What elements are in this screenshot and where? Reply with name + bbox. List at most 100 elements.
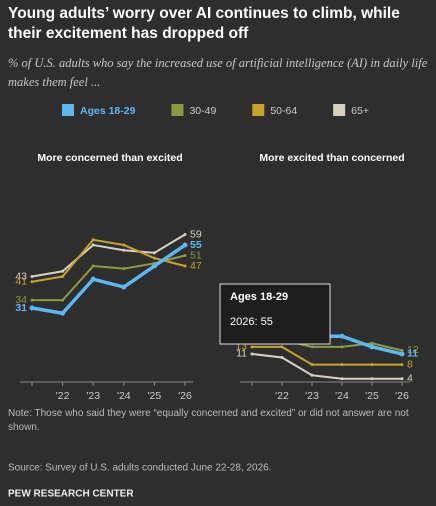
point	[30, 275, 34, 279]
start-label: 13	[235, 341, 247, 353]
point	[121, 284, 127, 290]
panel-title: More excited than concerned	[259, 152, 404, 164]
point	[370, 377, 374, 381]
end-label: 51	[190, 249, 202, 261]
point	[369, 344, 375, 350]
note: Note: Those who said they were “equally …	[8, 408, 409, 433]
text-line: their excitement has dropped off	[8, 25, 249, 42]
text-line: % of U.S. adults who say the increased u…	[8, 56, 428, 70]
point	[399, 351, 405, 357]
x-tick-label: '24	[335, 390, 349, 402]
end-label: 12	[407, 344, 419, 356]
point	[152, 256, 156, 260]
start-label: 34	[15, 294, 27, 306]
point	[310, 345, 314, 349]
point	[30, 298, 34, 302]
tooltip-box	[219, 283, 331, 345]
point	[370, 363, 374, 367]
point	[250, 345, 254, 349]
end-label: 59	[190, 228, 202, 240]
text-line: shown.	[8, 422, 40, 433]
text-line: Young adults’ worry over AI continues to…	[8, 5, 400, 22]
legend-swatch	[62, 104, 74, 116]
point	[340, 345, 344, 349]
legend-item: 30-49	[171, 104, 216, 117]
x-tick-label: '25	[148, 390, 162, 402]
tooltip-title: Ages 18-29	[230, 291, 288, 303]
source: Source: Survey of U.S. adults conducted …	[8, 463, 272, 474]
legend-swatch	[171, 104, 184, 116]
line	[31, 238, 186, 283]
point	[310, 373, 314, 377]
subtitle: % of U.S. adults who say the increased u…	[8, 56, 428, 89]
point	[370, 341, 374, 345]
point	[400, 348, 404, 352]
point	[183, 254, 187, 258]
point	[91, 264, 95, 268]
x-tick-label: '22	[56, 390, 70, 402]
line	[31, 233, 186, 278]
point	[250, 352, 254, 356]
legend-item: 65+	[333, 104, 369, 117]
point	[151, 263, 157, 269]
point	[60, 310, 66, 316]
x-tick-label: '23	[305, 390, 319, 402]
tooltip: Ages 18-29 2026: 55	[219, 283, 331, 345]
point	[90, 276, 96, 282]
x-tick-label: '24	[117, 390, 131, 402]
point	[122, 267, 126, 271]
end-label: 11	[407, 348, 418, 360]
point	[29, 305, 35, 311]
point	[400, 363, 404, 367]
legend-label: 30-49	[189, 105, 216, 117]
end-label: 47	[190, 260, 202, 272]
start-label: 11	[236, 348, 247, 360]
point	[61, 298, 65, 302]
x-tick-label: '22	[275, 390, 289, 402]
legend-item: Ages 18-29	[62, 104, 136, 117]
point	[340, 377, 344, 381]
x-tick-label: '23	[86, 390, 100, 402]
chart-title: Young adults’ worry over AI continues to…	[8, 5, 400, 42]
end-label: 55	[190, 239, 202, 251]
point	[30, 280, 34, 284]
text-line: Note: Those who said they were “equally …	[8, 408, 409, 419]
point	[400, 377, 404, 381]
legend-label: 65+	[351, 105, 369, 117]
legend-item: 50-64	[252, 104, 297, 117]
point	[280, 356, 284, 359]
legend-label: 50-64	[270, 105, 297, 117]
line	[251, 352, 402, 380]
end-label: 8	[407, 358, 413, 370]
brand: PEW RESEARCH CENTER	[8, 489, 134, 500]
point	[182, 242, 188, 248]
x-tick-label: '26	[178, 390, 192, 402]
start-label: 41	[15, 276, 27, 288]
line	[252, 345, 402, 366]
point	[152, 251, 156, 255]
text-line: makes them feel ...	[8, 75, 100, 89]
legend-swatch	[333, 104, 346, 116]
point	[340, 363, 344, 367]
x-tick-label: '26	[395, 390, 409, 402]
legend-swatch	[252, 104, 265, 116]
point	[122, 243, 126, 247]
point	[61, 275, 65, 279]
start-label: 43	[15, 270, 27, 282]
point	[61, 269, 65, 273]
point	[122, 248, 126, 252]
point	[339, 333, 345, 339]
panel-title: More concerned than excited	[37, 152, 182, 164]
point	[91, 238, 95, 242]
start-label: 31	[15, 302, 27, 314]
point	[91, 243, 95, 247]
point	[183, 233, 187, 237]
line	[31, 243, 186, 316]
end-label: 4	[407, 373, 413, 385]
legend-label: Ages 18-29	[80, 105, 136, 117]
point	[280, 345, 284, 349]
point	[310, 363, 314, 367]
tooltip-text: 2026: 55	[230, 316, 273, 328]
